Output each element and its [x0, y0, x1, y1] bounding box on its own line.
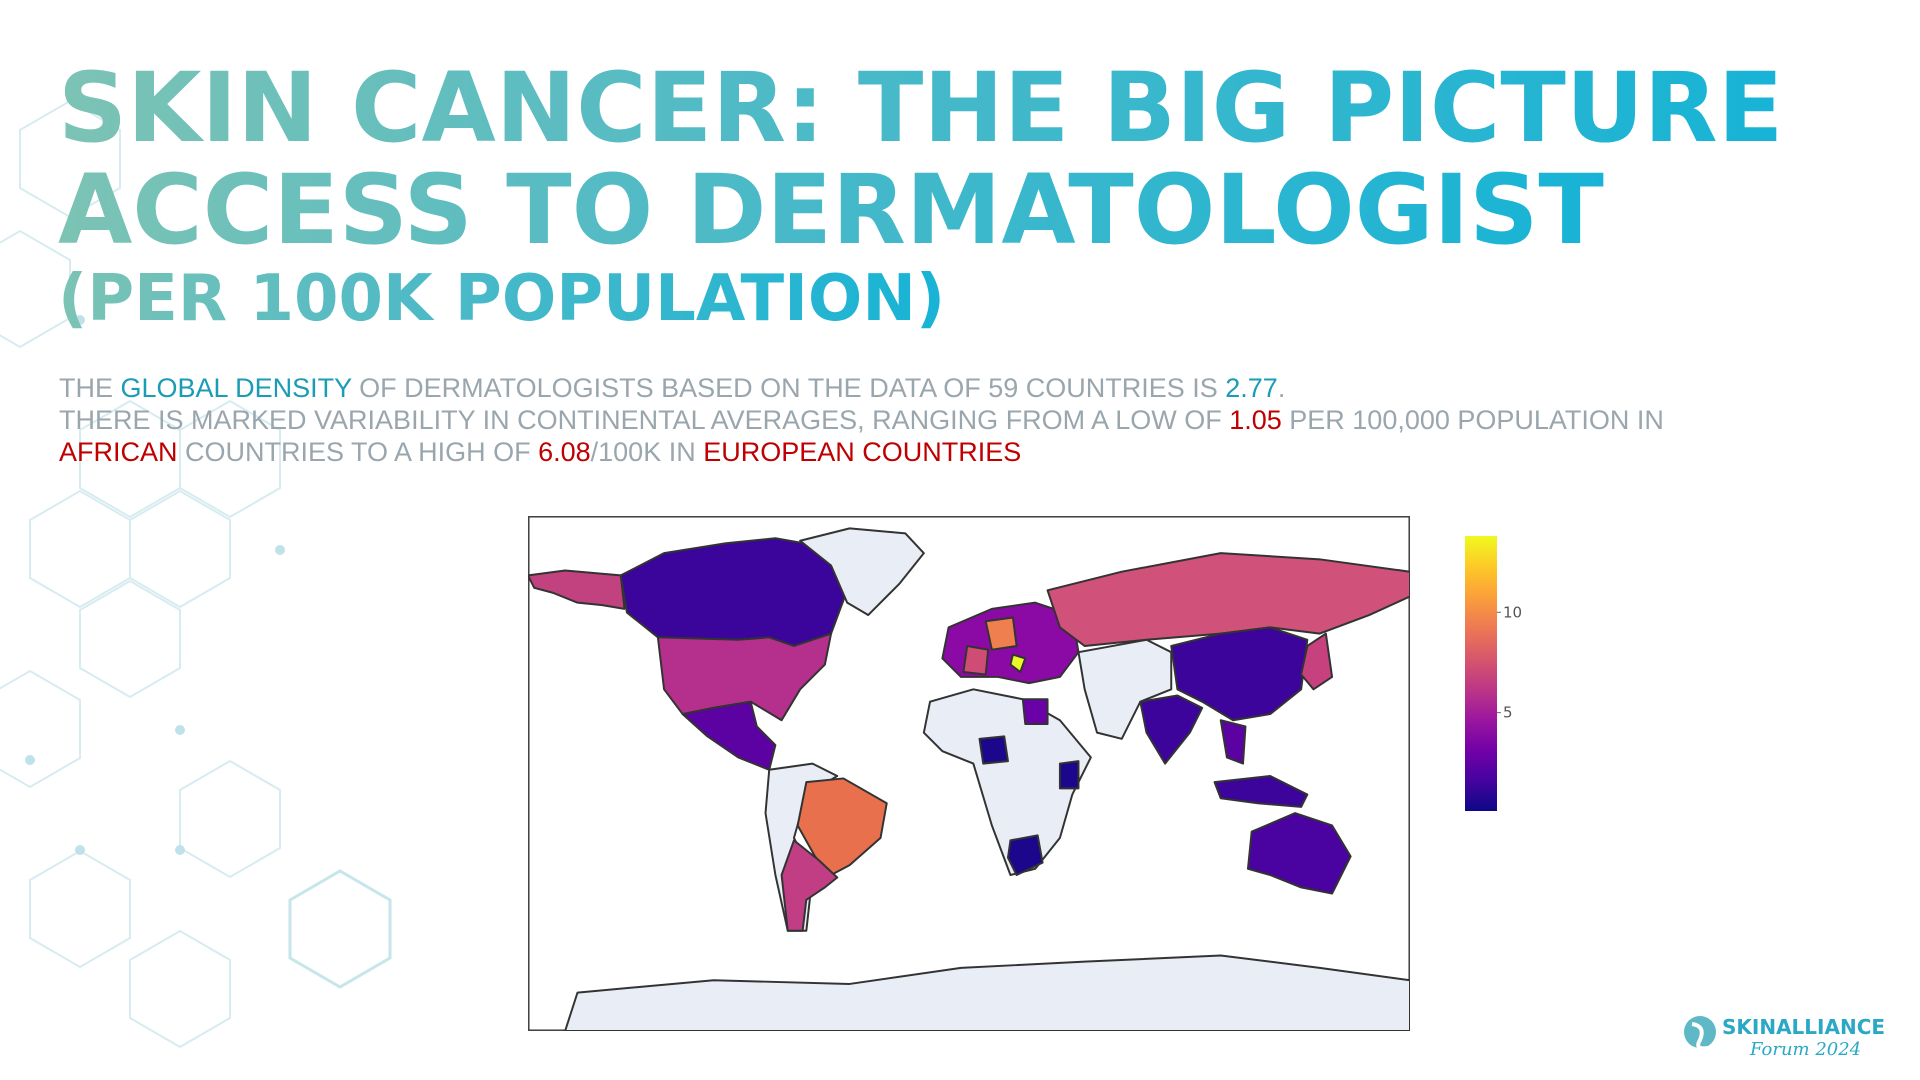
summary-text: OF DERMATOLOGISTS BASED ON THE DATA OF 5…	[351, 373, 1226, 403]
hex-background	[0, 99, 392, 1049]
logo-mark	[1691, 1022, 1709, 1051]
logo-brand: SKINALLIANCE	[1722, 1015, 1885, 1039]
country	[962, 644, 990, 676]
country	[1058, 760, 1080, 790]
country	[564, 954, 1410, 1031]
country	[1046, 552, 1410, 647]
country	[1139, 694, 1204, 765]
summary-line: THERE IS MARKED VARIABILITY IN CONTINENT…	[59, 404, 1664, 436]
country	[1246, 812, 1352, 895]
summary-line: AFRICAN COUNTRIES TO A HIGH OF 6.08/100K…	[59, 436, 1664, 468]
country	[1009, 653, 1027, 673]
colorbar-tick-label: 10	[1503, 603, 1522, 621]
subtitle: (PER 100K POPULATION)	[58, 262, 946, 336]
country	[528, 569, 626, 610]
logo-event: Forum 2024	[1749, 1039, 1861, 1060]
country	[799, 527, 925, 617]
summary-text: THE	[59, 373, 121, 403]
summary-text: GLOBAL DENSITY	[120, 373, 352, 403]
summary-text: THERE IS MARKED VARIABILITY IN CONTINENT…	[59, 405, 1230, 435]
summary-text: AFRICAN	[59, 437, 178, 467]
summary: THE GLOBAL DENSITY OF DERMATOLOGISTS BAS…	[59, 372, 1664, 468]
country	[681, 700, 777, 771]
summary-line: THE GLOBAL DENSITY OF DERMATOLOGISTS BAS…	[59, 372, 1664, 404]
title: SKIN CANCER: THE BIG PICTURE	[58, 52, 1784, 164]
country	[1006, 834, 1044, 877]
country	[796, 777, 888, 877]
summary-text: 2.77	[1225, 373, 1278, 403]
summary-text: /100K IN	[590, 437, 704, 467]
colorbar: 5 10	[1465, 536, 1522, 811]
colorbar-tick-label: 5	[1503, 704, 1513, 722]
summary-text: .	[1277, 373, 1286, 403]
country	[1213, 774, 1309, 808]
summary-text: EUROPEAN COUNTRIES	[703, 437, 1022, 467]
summary-text: 1.05	[1229, 405, 1282, 435]
country	[1170, 626, 1309, 722]
world-map	[528, 516, 1410, 1031]
country	[1219, 719, 1247, 765]
logo: SKINALLIANCE Forum 2024	[1684, 1015, 1885, 1060]
summary-text: COUNTRIES TO A HIGH OF	[177, 437, 539, 467]
colorbar-scale	[1465, 536, 1497, 811]
country	[984, 616, 1018, 651]
title: ACCESS TO DERMATOLOGIST	[58, 154, 1604, 266]
summary-text: PER 100,000 POPULATION IN	[1281, 405, 1664, 435]
summary-text: 6.08	[538, 437, 591, 467]
country	[780, 839, 839, 932]
country	[1300, 632, 1334, 691]
country	[1021, 698, 1049, 725]
country	[978, 735, 1009, 765]
